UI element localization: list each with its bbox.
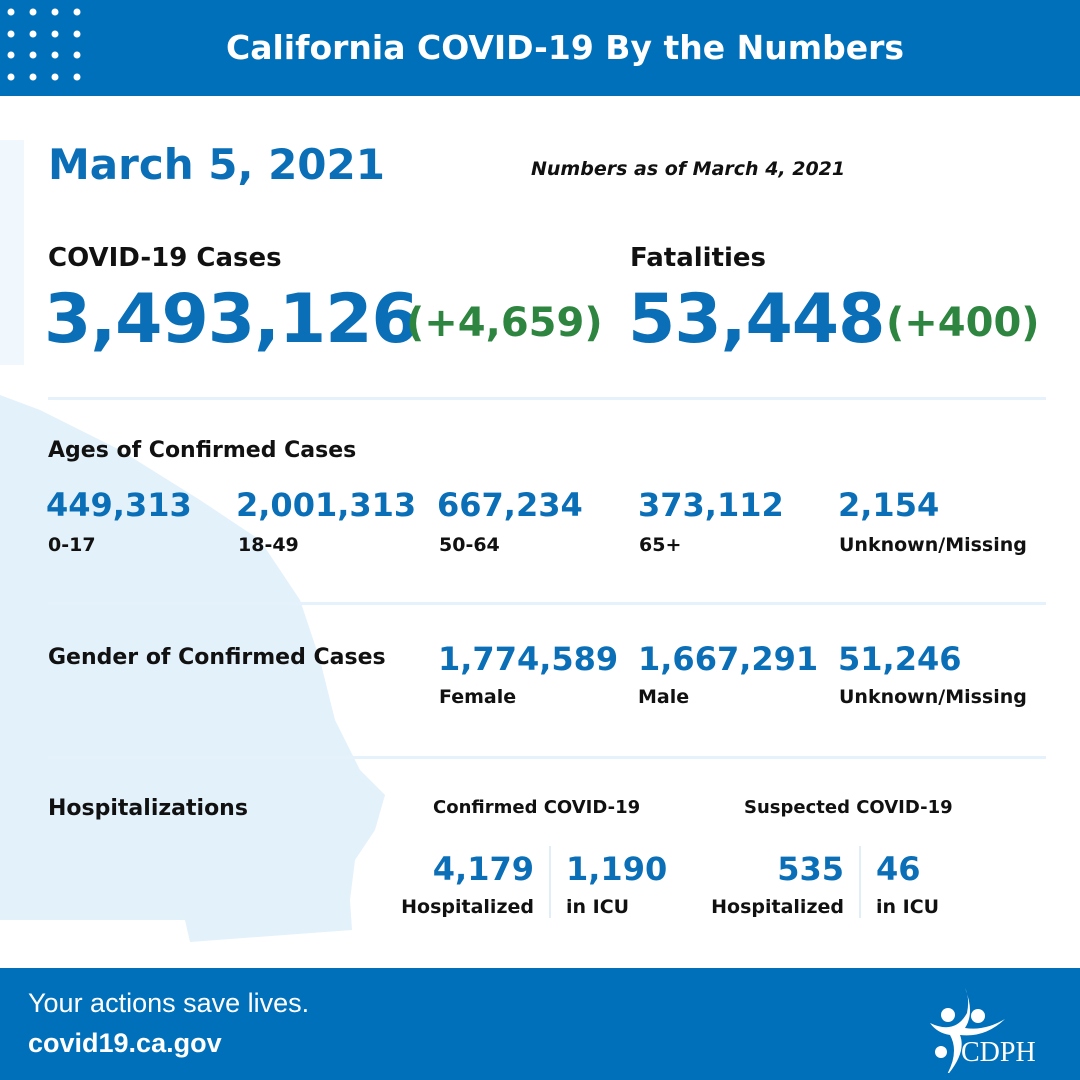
gender-value: 51,246 [838,640,962,678]
suspected-icu-label: in ICU [876,896,940,918]
confirmed-label: Confirmed COVID-19 [433,797,641,818]
gender-value: 1,774,589 [438,640,619,678]
age-value: 2,001,313 [236,486,417,524]
suspected-hospitalized-value: 535 [777,850,844,888]
age-label: 65+ [639,534,682,556]
cases-label: COVID-19 Cases [48,243,282,273]
fatalities-change: (+400) [886,300,1040,346]
gender-label-item: Female [439,686,517,708]
gender-label: Gender of Confirmed Cases [48,645,386,670]
cdph-figures-icon: CDPH [930,988,1036,1078]
age-label: 0-17 [48,534,96,556]
suspected-label: Suspected COVID-19 [744,797,953,818]
cdph-logo-text: CDPH [961,1037,1036,1068]
hospitalizations-label: Hospitalizations [48,796,248,821]
header-banner: California COVID-19 By the Numbers [0,0,1080,96]
age-value: 373,112 [638,486,784,524]
cases-change: (+4,659) [406,300,603,346]
ages-label: Ages of Confirmed Cases [48,438,357,463]
fatalities-total: 53,448 [628,280,885,359]
gender-value: 1,667,291 [638,640,819,678]
divider [48,602,1046,605]
suspected-icu-value: 46 [876,850,921,888]
confirmed-icu-value: 1,190 [566,850,668,888]
divider [859,846,861,918]
divider [48,756,1046,759]
confirmed-hospitalized-label: Hospitalized [401,896,534,918]
age-value: 2,154 [838,486,940,524]
dots-decoration-icon [7,8,81,81]
report-date: March 5, 2021 [48,140,385,189]
age-label: Unknown/Missing [839,534,1027,556]
age-label: 18-49 [238,534,299,556]
fatalities-label: Fatalities [630,243,767,273]
page-title: California COVID-19 By the Numbers [226,28,904,67]
confirmed-hospitalized-value: 4,179 [432,850,534,888]
age-label: 50-64 [439,534,500,556]
footer-url[interactable]: covid19.ca.gov [28,1028,222,1058]
footer-banner: Your actions save lives. covid19.ca.gov … [0,968,1080,1080]
footer-tagline: Your actions save lives. [28,988,310,1018]
cdph-logo: CDPH [925,983,1055,1078]
age-value: 449,313 [46,486,192,524]
gender-label-item: Unknown/Missing [839,686,1027,708]
divider [549,846,551,918]
as-of-note: Numbers as of March 4, 2021 [531,158,846,180]
age-value: 667,234 [437,486,583,524]
confirmed-icu-label: in ICU [566,896,630,918]
gender-label-item: Male [638,686,690,708]
divider [48,397,1046,400]
cases-total: 3,493,126 [44,280,419,359]
suspected-hospitalized-label: Hospitalized [711,896,844,918]
